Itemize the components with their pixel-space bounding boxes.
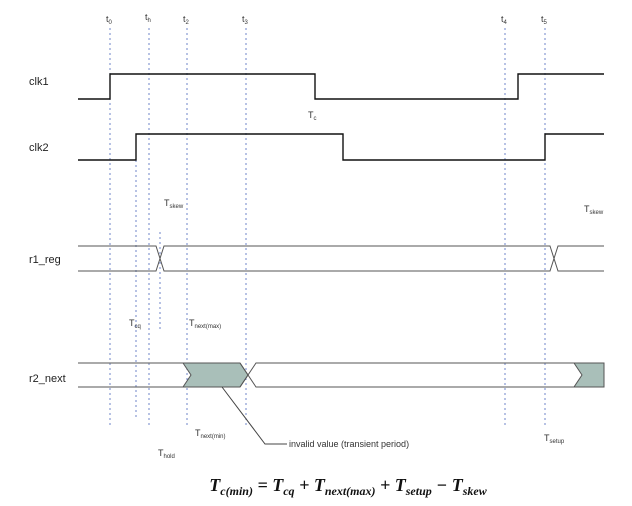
signal-label-r2-next: r2_next [29, 373, 66, 385]
annotation-tskew-right: Tskew [584, 204, 604, 216]
time-guides [109, 28, 546, 425]
r2-next-bus [78, 362, 605, 388]
signal-label-clk1: clk1 [29, 76, 49, 88]
invalid-region-1 [182, 362, 249, 388]
annotation-invalid-value: invalid value (transient period) [289, 439, 409, 449]
invalid-region-2 [573, 362, 605, 388]
annotation-tcq: Tcq [129, 318, 141, 330]
timing-formula: Tc(min) = Tcq + Tnext(max) + Tsetup − Ts… [209, 475, 487, 498]
invalid-value-pointer [221, 386, 287, 445]
time-label-t5: t5 [541, 14, 548, 26]
time-label-th: th [145, 12, 151, 24]
r1-reg-bus [78, 245, 604, 272]
time-label-t4: t4 [501, 14, 508, 26]
signal-label-r1-reg: r1_reg [29, 254, 61, 266]
annotation-tnext-max: Tnext(max) [189, 318, 221, 330]
clk1-waveform [78, 73, 604, 100]
annotation-tskew-left: Tskew [164, 198, 184, 210]
annotation-tsetup: Tsetup [544, 433, 565, 445]
clk2-waveform [78, 133, 604, 161]
time-label-t0: t0 [106, 14, 113, 26]
signal-label-clk2: clk2 [29, 142, 49, 154]
annotation-thold: Thold [158, 448, 175, 460]
annotation-tnext-min: Tnext(min) [195, 428, 226, 440]
time-label-t3: t3 [242, 14, 249, 26]
time-label-t2: t2 [183, 14, 190, 26]
annotation-tc: Tc [308, 110, 317, 122]
